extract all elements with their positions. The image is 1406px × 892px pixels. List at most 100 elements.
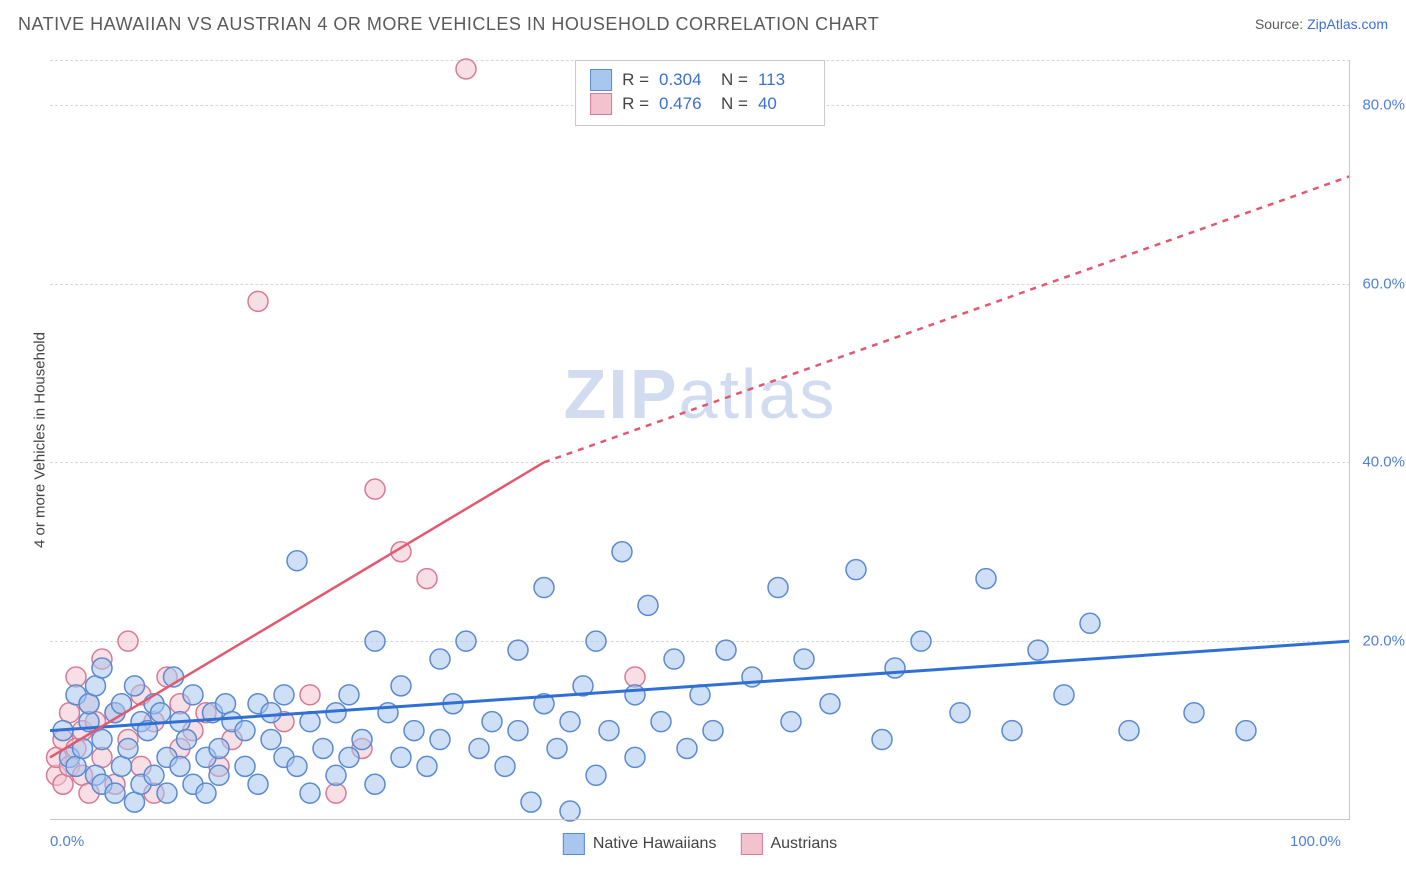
legend-label-austrians: Austrians xyxy=(770,835,837,853)
data-point xyxy=(177,730,197,750)
data-point xyxy=(287,756,307,776)
data-point xyxy=(495,756,515,776)
header-bar: NATIVE HAWAIIAN VS AUSTRIAN 4 OR MORE VE… xyxy=(0,0,1406,48)
data-point xyxy=(534,578,554,598)
data-point xyxy=(196,783,216,803)
data-point xyxy=(456,59,476,79)
source-attribution: Source: ZipAtlas.com xyxy=(1255,16,1388,32)
data-point xyxy=(625,685,645,705)
data-point xyxy=(950,703,970,723)
r-value-hawaiians: 0.304 xyxy=(659,70,711,90)
y-axis-title: 4 or more Vehicles in Household xyxy=(32,332,49,548)
data-point xyxy=(274,685,294,705)
data-point xyxy=(66,756,86,776)
data-point xyxy=(391,676,411,696)
data-point xyxy=(365,631,385,651)
data-point xyxy=(92,658,112,678)
data-point xyxy=(976,569,996,589)
data-point xyxy=(339,685,359,705)
data-point xyxy=(261,730,281,750)
n-value-austrians: 40 xyxy=(758,94,810,114)
r-label: R = xyxy=(622,94,649,114)
data-point xyxy=(118,631,138,651)
stats-row-hawaiians: R = 0.304 N = 113 xyxy=(590,69,810,91)
data-point xyxy=(151,703,171,723)
data-point xyxy=(118,738,138,758)
data-point xyxy=(885,658,905,678)
source-link[interactable]: ZipAtlas.com xyxy=(1307,16,1388,32)
source-prefix: Source: xyxy=(1255,16,1307,32)
data-point xyxy=(352,730,372,750)
data-point xyxy=(599,721,619,741)
y-tick-label: 40.0% xyxy=(1362,454,1405,471)
x-tick-label: 0.0% xyxy=(50,833,84,850)
data-point xyxy=(1054,685,1074,705)
data-point xyxy=(326,765,346,785)
data-point xyxy=(248,291,268,311)
data-point xyxy=(677,738,697,758)
data-point xyxy=(521,792,541,812)
data-point xyxy=(391,747,411,767)
data-point xyxy=(157,783,177,803)
data-point xyxy=(404,721,424,741)
data-point xyxy=(248,774,268,794)
data-point xyxy=(638,595,658,615)
data-point xyxy=(664,649,684,669)
y-tick-label: 60.0% xyxy=(1362,275,1405,292)
data-point xyxy=(209,738,229,758)
data-point xyxy=(365,774,385,794)
data-point xyxy=(430,649,450,669)
data-point xyxy=(144,765,164,785)
data-point xyxy=(125,792,145,812)
data-point xyxy=(612,542,632,562)
stats-row-austrians: R = 0.476 N = 40 xyxy=(590,93,810,115)
trend-line xyxy=(50,641,1350,730)
data-point xyxy=(1184,703,1204,723)
data-point xyxy=(794,649,814,669)
data-point xyxy=(86,676,106,696)
data-point xyxy=(586,631,606,651)
data-point xyxy=(92,730,112,750)
legend-swatch-hawaiians xyxy=(563,833,585,855)
data-point xyxy=(911,631,931,651)
data-point xyxy=(872,730,892,750)
data-point xyxy=(846,560,866,580)
y-axis-line-right xyxy=(1349,60,1350,820)
legend-item-austrians: Austrians xyxy=(740,833,837,855)
data-point xyxy=(235,756,255,776)
data-point xyxy=(1119,721,1139,741)
data-point xyxy=(651,712,671,732)
data-point xyxy=(105,783,125,803)
legend-item-hawaiians: Native Hawaiians xyxy=(563,833,717,855)
data-point xyxy=(313,738,333,758)
data-point xyxy=(625,747,645,767)
data-point xyxy=(508,640,528,660)
data-point xyxy=(716,640,736,660)
trend-line xyxy=(544,176,1350,462)
data-point xyxy=(365,479,385,499)
swatch-austrians xyxy=(590,93,612,115)
legend-swatch-austrians xyxy=(740,833,762,855)
n-value-hawaiians: 113 xyxy=(758,70,810,90)
data-point xyxy=(703,721,723,741)
data-point xyxy=(326,783,346,803)
data-point xyxy=(92,747,112,767)
chart-title: NATIVE HAWAIIAN VS AUSTRIAN 4 OR MORE VE… xyxy=(18,14,879,35)
data-point xyxy=(482,712,502,732)
data-point xyxy=(170,756,190,776)
r-label: R = xyxy=(622,70,649,90)
r-value-austrians: 0.476 xyxy=(659,94,711,114)
data-point xyxy=(53,774,73,794)
data-point xyxy=(235,721,255,741)
data-point xyxy=(261,703,281,723)
data-point xyxy=(586,765,606,785)
data-point xyxy=(417,756,437,776)
data-point xyxy=(79,694,99,714)
data-point xyxy=(112,756,132,776)
data-point xyxy=(339,747,359,767)
data-point xyxy=(1080,613,1100,633)
data-point xyxy=(216,694,236,714)
bottom-legend: Native Hawaiians Austrians xyxy=(563,833,837,855)
data-point xyxy=(547,738,567,758)
y-tick-label: 20.0% xyxy=(1362,633,1405,650)
